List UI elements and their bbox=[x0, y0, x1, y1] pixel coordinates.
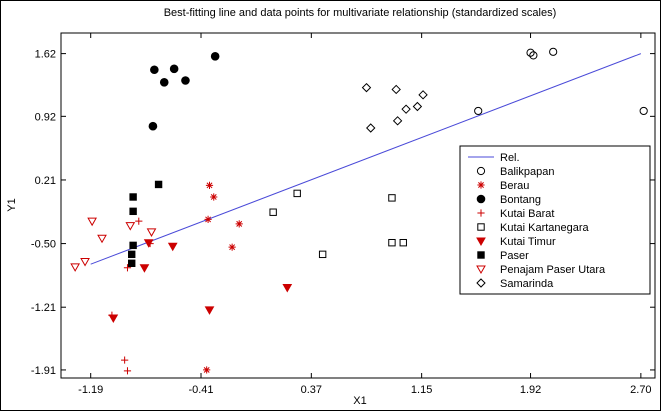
point-berau bbox=[235, 220, 243, 228]
legend-marker bbox=[476, 265, 486, 275]
legend-label: Kutai Barat bbox=[500, 208, 554, 220]
legend-marker bbox=[477, 181, 485, 189]
point-kutai-timur bbox=[143, 239, 154, 248]
point-samarinda bbox=[412, 101, 423, 112]
point-balikpapan bbox=[529, 51, 538, 60]
legend-label: Samarinda bbox=[500, 278, 554, 290]
point-paser bbox=[129, 193, 137, 201]
point-berau bbox=[203, 366, 211, 374]
point-samarinda bbox=[361, 82, 372, 93]
point-kutai-kartanegara bbox=[293, 189, 301, 198]
legend-label: Balikpapan bbox=[500, 166, 554, 178]
point-penajam-paser-utara bbox=[80, 258, 90, 267]
y-tick-label: 1.62 bbox=[35, 49, 56, 61]
point-penajam-paser-utara bbox=[70, 263, 81, 272]
legend-marker bbox=[477, 251, 485, 259]
legend-label: Penajam Paser Utara bbox=[500, 264, 606, 276]
x-tick-label: 1.15 bbox=[411, 384, 432, 396]
fit-line bbox=[90, 53, 642, 265]
point-kutai-timur bbox=[139, 264, 150, 273]
legend-marker bbox=[476, 166, 486, 176]
points-group bbox=[70, 47, 648, 375]
point-kutai-timur bbox=[282, 283, 293, 293]
legend-marker bbox=[476, 194, 486, 204]
legend-marker bbox=[476, 278, 486, 288]
legend-label: Kutai Kartanegara bbox=[500, 222, 590, 234]
x-tick-label: 0.37 bbox=[301, 384, 322, 396]
chart-title: Best-fitting line and data points for mu… bbox=[164, 7, 557, 19]
y-tick-label: -1.91 bbox=[31, 365, 56, 377]
point-kutai-kartanegara bbox=[399, 238, 407, 247]
legend-label: Paser bbox=[500, 250, 529, 262]
point-balikpapan bbox=[474, 106, 483, 116]
legend-label: Kutai Timur bbox=[500, 236, 556, 248]
legend-label: Bontang bbox=[500, 194, 541, 206]
fit-line-group bbox=[90, 53, 642, 265]
point-bontang bbox=[210, 51, 220, 61]
point-paser bbox=[128, 250, 136, 259]
legend: Rel. Balikpapan Berau Bontang Kutai Barat Kut… bbox=[459, 145, 651, 295]
point-bontang bbox=[159, 77, 169, 87]
point-bontang bbox=[181, 76, 190, 85]
point-samarinda bbox=[392, 116, 403, 126]
point-penajam-paser-utara bbox=[125, 222, 136, 231]
legend-marker bbox=[476, 237, 486, 247]
legend-marker bbox=[477, 223, 485, 231]
point-balikpapan bbox=[639, 106, 648, 116]
point-samarinda bbox=[366, 123, 376, 133]
point-kutai-timur bbox=[108, 314, 119, 323]
point-samarinda bbox=[391, 84, 401, 95]
point-berau bbox=[205, 181, 214, 189]
y-tick-label: -1.21 bbox=[31, 302, 56, 314]
point-balikpapan bbox=[526, 48, 535, 57]
point-paser bbox=[129, 241, 137, 250]
point-penajam-paser-utara bbox=[87, 217, 97, 227]
ticks-group: -1.19 -0.41 0.37 1.15 1.92 2.70 1.62 0.92 0.21 -0… bbox=[31, 33, 655, 396]
point-kutai-barat bbox=[123, 367, 132, 375]
point-samarinda bbox=[418, 90, 428, 100]
point-paser bbox=[154, 180, 163, 189]
legend-box bbox=[459, 145, 651, 295]
y-axis-label: Y1 bbox=[6, 198, 18, 211]
point-kutai-timur bbox=[204, 306, 215, 315]
legend-marker bbox=[477, 209, 485, 217]
y-tick-label: 0.92 bbox=[35, 111, 56, 123]
point-kutai-barat bbox=[135, 217, 143, 225]
point-kutai-barat bbox=[121, 356, 129, 364]
point-kutai-kartanegara bbox=[388, 238, 396, 247]
x-tick-label: 2.70 bbox=[630, 384, 651, 396]
point-kutai-kartanegara bbox=[318, 250, 327, 259]
point-penajam-paser-utara bbox=[146, 228, 157, 237]
point-kutai-timur bbox=[167, 242, 178, 252]
point-samarinda bbox=[401, 104, 411, 114]
y-tick-label: 0.21 bbox=[35, 175, 56, 187]
point-balikpapan bbox=[549, 47, 558, 56]
x-tick-label: -0.41 bbox=[188, 384, 213, 396]
point-bontang bbox=[148, 121, 158, 131]
point-kutai-kartanegara bbox=[269, 208, 277, 216]
point-berau bbox=[210, 193, 218, 201]
legend-label: Berau bbox=[500, 180, 529, 192]
y-tick-label: -0.50 bbox=[31, 239, 56, 251]
point-kutai-barat bbox=[123, 264, 132, 272]
x-axis-label: X1 bbox=[353, 395, 366, 407]
x-tick-label: -1.19 bbox=[78, 384, 103, 396]
point-kutai-kartanegara bbox=[388, 194, 396, 202]
point-berau bbox=[204, 215, 212, 223]
point-bontang bbox=[150, 65, 159, 75]
x-tick-label: 1.92 bbox=[520, 384, 541, 396]
point-penajam-paser-utara bbox=[97, 234, 107, 244]
legend-label: Rel. bbox=[500, 152, 520, 164]
point-paser bbox=[129, 207, 137, 216]
point-bontang bbox=[169, 64, 179, 74]
point-paser bbox=[128, 259, 136, 267]
point-berau bbox=[228, 243, 236, 251]
